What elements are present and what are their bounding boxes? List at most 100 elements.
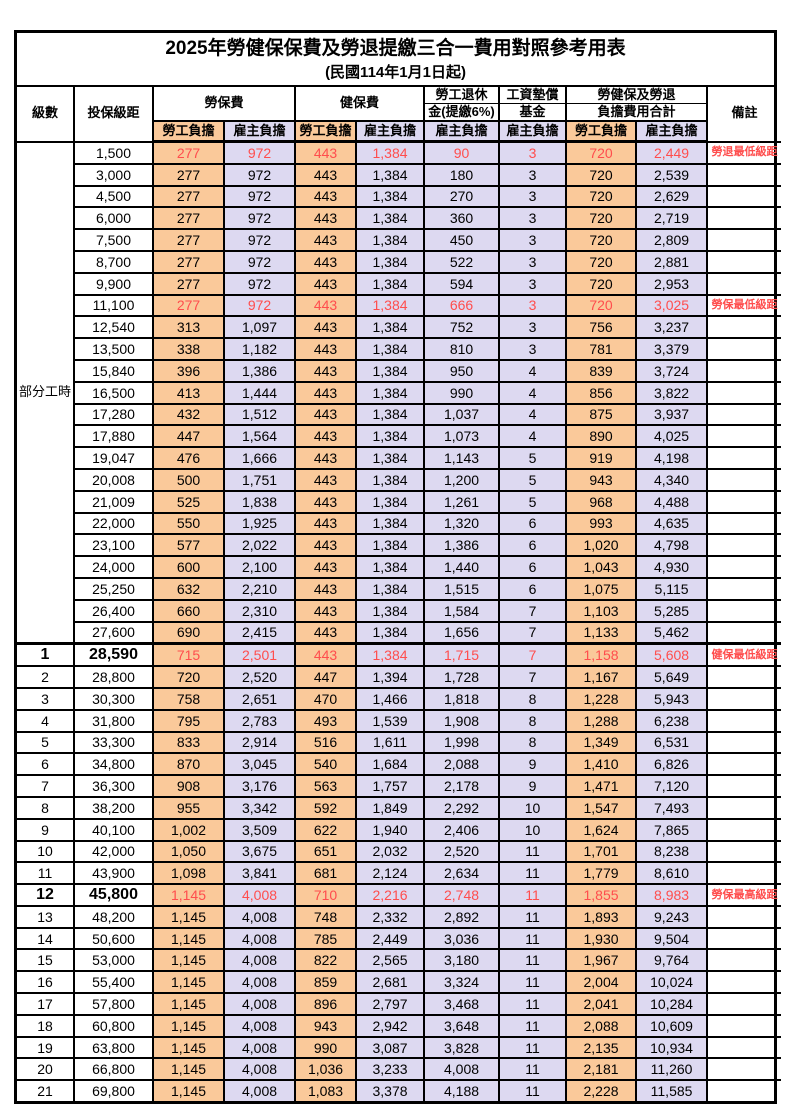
cell-wage-fund-employer: 6	[498, 511, 568, 536]
table-row: 6 34,800 870 3,045 540 1,684 2,088 9 1,4…	[17, 752, 782, 777]
table-row: 6,000 277 972 443 1,384 360 3 720 2,719	[17, 206, 782, 231]
cell-labor-employer: 4,008	[222, 970, 297, 995]
table-row: 9,900 277 972 443 1,384 594 3 720 2,953	[17, 271, 782, 296]
cell-note	[706, 708, 782, 733]
cell-pension-employer: 1,440	[423, 555, 501, 579]
cell-labor-employer: 1,182	[222, 337, 297, 361]
cell-health-employer: 1,384	[355, 249, 426, 274]
cell-wage-fund-employer: 8	[498, 708, 568, 733]
table-row: 部分工時 1,500 277 972 443 1,384 90 3 720 2,…	[17, 140, 782, 645]
cell-labor-employee: 277	[152, 162, 225, 187]
cell-health-employee: 443	[294, 162, 358, 187]
cell-health-employee: 493	[294, 708, 358, 733]
cell-labor-employee: 277	[152, 271, 225, 296]
cell-total-employer: 5,115	[635, 576, 709, 601]
cell-labor-employer: 2,022	[222, 533, 297, 558]
cell-total-employee: 1,547	[565, 795, 638, 820]
cell-total-employee: 1,893	[565, 904, 638, 929]
cell-labor-employee: 1,145	[152, 1057, 225, 1082]
cell-pension-employer: 1,818	[423, 686, 501, 711]
header-pension-line2: 金(提繳6%)	[424, 103, 501, 122]
cell-health-employer: 1,384	[355, 467, 426, 492]
table-row: 15 53,000 1,145 4,008 822 2,565 3,180 11…	[17, 948, 782, 973]
cell-total-employee: 720	[565, 162, 638, 187]
cell-labor-employee: 277	[152, 249, 225, 274]
table-row: 8 38,200 955 3,342 592 1,849 2,292 10 1,…	[17, 795, 782, 820]
cell-level: 11	[17, 861, 75, 886]
subheader-labor-employer: 雇主負擔	[222, 120, 297, 143]
cell-health-employer: 1,384	[355, 489, 426, 514]
reference-table-sheet: 2025年勞健保保費及勞退提繳三合一費用對照參考用表 (民國114年1月1日起)…	[14, 30, 782, 1105]
cell-bracket: 57,800	[73, 992, 154, 1016]
cell-level: 5	[17, 730, 75, 755]
table-row: 21,009 525 1,838 443 1,384 1,261 5 968 4…	[17, 489, 782, 514]
cell-pension-employer: 2,178	[423, 774, 501, 798]
cell-note	[706, 228, 782, 252]
cell-level: 4	[17, 708, 75, 733]
cell-wage-fund-employer: 3	[498, 271, 568, 296]
cell-health-employee: 443	[294, 140, 358, 165]
cell-total-employer: 4,488	[635, 489, 709, 514]
cell-bracket: 28,590	[73, 642, 154, 668]
cell-bracket: 42,000	[73, 839, 154, 864]
cell-health-employee: 990	[294, 1035, 358, 1060]
cell-wage-fund-employer: 5	[498, 446, 568, 470]
cell-wage-fund-employer: 10	[498, 795, 568, 820]
cell-pension-employer: 810	[423, 337, 501, 361]
cell-total-employee: 2,041	[565, 992, 638, 1016]
subheader-pension-employer: 雇主負擔	[423, 120, 501, 143]
cell-labor-employer: 4,008	[222, 926, 297, 951]
cell-level: 6	[17, 752, 75, 777]
cell-wage-fund-employer: 11	[498, 839, 568, 864]
cell-health-employer: 3,378	[355, 1079, 426, 1102]
cell-wage-fund-employer: 3	[498, 249, 568, 274]
cell-labor-employee: 1,145	[152, 1035, 225, 1060]
cell-total-employee: 1,471	[565, 774, 638, 798]
cell-labor-employee: 550	[152, 511, 225, 536]
cell-note	[706, 730, 782, 755]
cell-note: 勞保最高級距	[706, 883, 782, 907]
cell-health-employer: 1,384	[355, 402, 426, 427]
cell-labor-employee: 277	[152, 206, 225, 231]
cell-labor-employer: 972	[222, 140, 297, 165]
table-row: 10 42,000 1,050 3,675 651 2,032 2,520 11…	[17, 839, 782, 864]
cell-labor-employer: 972	[222, 162, 297, 187]
cell-health-employee: 443	[294, 315, 358, 340]
cell-health-employer: 1,384	[355, 184, 426, 209]
cell-wage-fund-employer: 11	[498, 904, 568, 929]
table-row: 22,000 550 1,925 443 1,384 1,320 6 993 4…	[17, 511, 782, 536]
cell-total-employer: 9,243	[635, 904, 709, 929]
cell-pension-employer: 3,648	[423, 1013, 501, 1038]
cell-health-employee: 443	[294, 402, 358, 427]
cell-health-employee: 443	[294, 533, 358, 558]
cell-level: 16	[17, 970, 75, 995]
header-labor-insurance: 勞保費	[151, 87, 297, 122]
cell-bracket: 23,100	[74, 533, 154, 558]
cell-labor-employer: 1,386	[222, 358, 297, 383]
cell-total-employee: 1,930	[565, 926, 638, 951]
cell-total-employee: 1,410	[565, 752, 638, 777]
cell-wage-fund-employer: 11	[498, 970, 568, 995]
cell-pension-employer: 3,180	[423, 948, 501, 973]
cell-total-employee: 1,228	[565, 686, 638, 711]
cell-wage-fund-employer: 3	[498, 184, 568, 209]
cell-wage-fund-employer: 11	[498, 1013, 568, 1038]
cell-health-employer: 1,384	[355, 271, 426, 296]
cell-labor-employee: 1,145	[152, 992, 225, 1016]
cell-health-employer: 1,849	[355, 795, 426, 820]
cell-pension-employer: 1,261	[423, 489, 501, 514]
cell-health-employer: 1,684	[355, 752, 426, 777]
cell-labor-employer: 1,666	[222, 446, 297, 470]
cell-labor-employee: 577	[152, 533, 225, 558]
cell-labor-employee: 277	[152, 293, 225, 318]
cell-total-employer: 8,983	[635, 883, 709, 907]
cell-labor-employee: 476	[152, 446, 225, 470]
table-row: 1 28,590 715 2,501 443 1,384 1,715 7 1,1…	[17, 642, 782, 668]
cell-total-employer: 3,822	[635, 380, 709, 405]
table-header: 級數 投保級距 勞保費 健保費 勞工退休 工資墊償 勞健保及勞退 備註 金(提繳…	[17, 87, 782, 143]
cell-bracket: 33,300	[73, 730, 154, 755]
cell-labor-employee: 908	[152, 774, 225, 798]
subheader-health-employer: 雇主負擔	[355, 120, 426, 143]
cell-wage-fund-employer: 3	[498, 206, 568, 231]
cell-level: 3	[17, 686, 75, 711]
